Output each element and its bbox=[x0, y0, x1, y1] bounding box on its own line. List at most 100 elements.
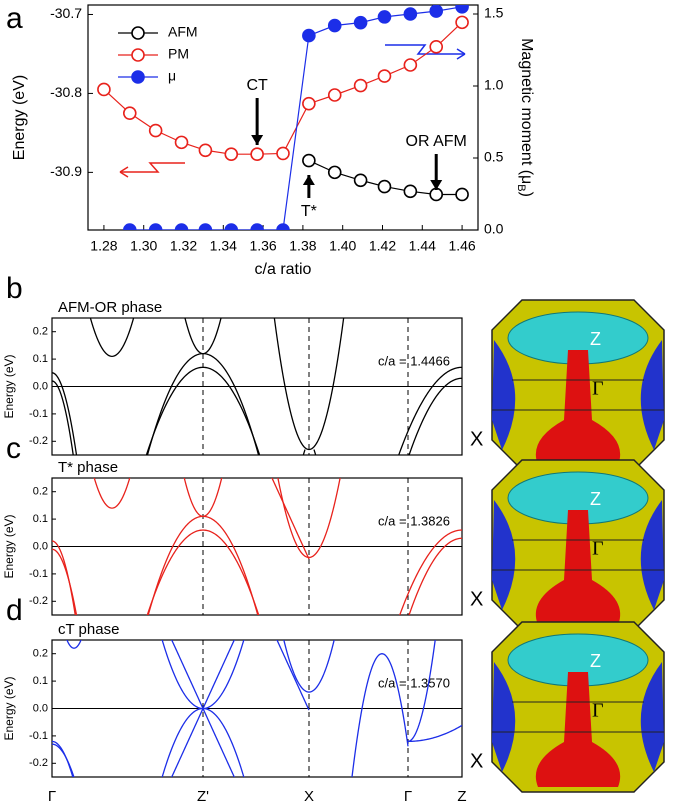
annotation: OR AFM bbox=[406, 133, 467, 150]
y-tick-label: 0.1 bbox=[33, 353, 48, 365]
data-point bbox=[353, 78, 368, 93]
y-tick-label: -0.2 bbox=[29, 435, 48, 447]
data-point bbox=[148, 223, 163, 230]
band-curve bbox=[52, 372, 78, 455]
band-curve bbox=[408, 537, 462, 615]
data-point bbox=[198, 223, 213, 230]
y-tick-label: 0.0 bbox=[33, 702, 48, 714]
x-tick-label: 1.42 bbox=[369, 238, 396, 254]
bands bbox=[52, 478, 462, 615]
legend-marker bbox=[131, 48, 145, 62]
band-curve bbox=[161, 707, 245, 777]
annotation: c/a = 1.3570 bbox=[378, 675, 450, 690]
fs-label: Γ bbox=[592, 538, 604, 560]
x-tick-label: 1.30 bbox=[130, 238, 157, 254]
panel-label: a bbox=[6, 2, 23, 35]
band-curve bbox=[52, 548, 78, 615]
y-tick-label: -0.1 bbox=[29, 568, 48, 580]
legend-marker bbox=[131, 26, 145, 40]
panel-label: d bbox=[6, 594, 23, 627]
plot-area bbox=[97, 5, 469, 230]
bz-edges bbox=[492, 701, 664, 733]
annotation-arrowhead bbox=[430, 180, 443, 190]
data-point bbox=[429, 187, 444, 202]
data-point bbox=[224, 223, 239, 230]
data-point bbox=[429, 40, 444, 54]
data-point bbox=[403, 7, 418, 21]
right-arrow bbox=[385, 44, 465, 55]
bands bbox=[52, 318, 462, 455]
y-tick-label: -0.2 bbox=[29, 595, 48, 607]
band-curve bbox=[313, 449, 317, 455]
left-arrow bbox=[120, 162, 185, 173]
band-curve bbox=[52, 380, 74, 455]
y-tick-label: 0.1 bbox=[33, 513, 48, 525]
y-axis-label: Energy (eV) bbox=[2, 514, 16, 578]
y-tick-label: -0.1 bbox=[29, 730, 48, 742]
y-axis-label: Energy (eV) bbox=[2, 354, 16, 418]
arrow-head bbox=[119, 166, 129, 178]
bands bbox=[52, 640, 462, 777]
fs-label: Γ bbox=[592, 700, 604, 722]
fs-label: Z bbox=[590, 329, 601, 349]
data-point bbox=[403, 184, 418, 199]
data-point bbox=[353, 173, 368, 188]
data-point bbox=[250, 223, 264, 230]
data-point bbox=[276, 223, 290, 230]
data-point bbox=[377, 69, 392, 83]
fs-label: Z bbox=[590, 651, 601, 671]
plot-frame bbox=[87, 4, 479, 231]
x-tick-label: 1.32 bbox=[170, 238, 197, 254]
k-label: Γ bbox=[48, 788, 56, 805]
band-curve bbox=[171, 640, 235, 777]
x-tick-label: 1.44 bbox=[409, 238, 436, 254]
data-point bbox=[327, 88, 342, 102]
band-curve bbox=[52, 740, 74, 777]
annotation-arrowhead bbox=[302, 175, 315, 185]
x-axis-label: c/a ratio bbox=[255, 261, 312, 278]
y2-tick-label: 1.0 bbox=[484, 77, 504, 93]
data-point bbox=[302, 28, 316, 43]
band-curve bbox=[273, 318, 345, 451]
annotation-arrowhead bbox=[251, 135, 264, 145]
legend-label: μ bbox=[168, 68, 176, 84]
band-curve bbox=[171, 640, 235, 777]
data-point bbox=[353, 15, 368, 30]
band-curve bbox=[283, 640, 335, 693]
data-point bbox=[174, 135, 189, 150]
band-curve bbox=[398, 366, 462, 455]
legend-label: AFM bbox=[168, 24, 198, 40]
data-point bbox=[174, 223, 189, 230]
data-point bbox=[148, 123, 163, 138]
legend-marker bbox=[131, 70, 145, 84]
y-tick-label: 0.1 bbox=[33, 675, 48, 687]
bz-edges bbox=[492, 539, 664, 571]
x-tick-label: 1.38 bbox=[289, 238, 316, 254]
y-tick-label: 0.0 bbox=[33, 380, 48, 392]
panel-title: T* phase bbox=[58, 459, 118, 476]
y2-tick-label: 0.5 bbox=[484, 149, 504, 165]
fs-label: X bbox=[470, 750, 483, 772]
annotation: CT bbox=[246, 77, 268, 94]
y-tick-label: -0.1 bbox=[29, 408, 48, 420]
band-curve bbox=[407, 640, 436, 743]
y2-tick-label: 1.5 bbox=[484, 5, 504, 21]
k-label: Z' bbox=[197, 788, 209, 805]
x-tick-label: 1.36 bbox=[249, 238, 276, 254]
panel-title: cT phase bbox=[58, 621, 119, 638]
y-tick-label: -0.2 bbox=[29, 757, 48, 769]
band-curve bbox=[277, 478, 341, 559]
y2-tick-label: 0.0 bbox=[484, 221, 504, 237]
fs-label: X bbox=[470, 428, 483, 450]
k-label: Γ bbox=[404, 788, 412, 805]
band-curve bbox=[407, 724, 462, 743]
data-point bbox=[403, 58, 418, 72]
data-point bbox=[377, 179, 392, 194]
band-curve bbox=[146, 352, 260, 455]
annotation: c/a = 1.4466 bbox=[378, 353, 450, 368]
x-tick-label: 1.28 bbox=[90, 238, 117, 254]
k-label: X bbox=[304, 788, 314, 805]
band-curve bbox=[183, 478, 223, 518]
annotation: c/a = 1.3826 bbox=[378, 513, 450, 528]
